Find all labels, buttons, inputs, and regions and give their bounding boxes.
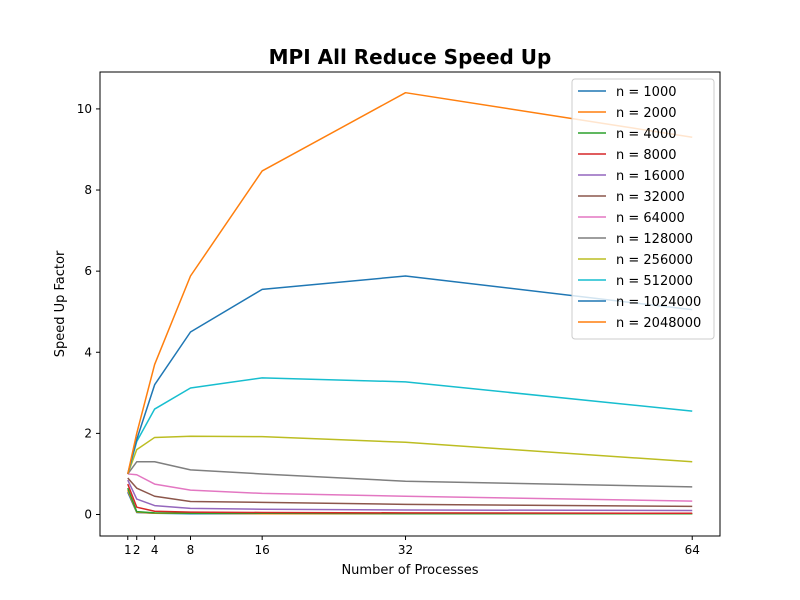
series-line-8 xyxy=(127,461,693,488)
x-tick-label: 8 xyxy=(187,543,195,557)
series-line-12 xyxy=(127,91,693,475)
y-axis-label: Speed Up Factor xyxy=(53,250,68,357)
y-tick-label: 6 xyxy=(84,264,92,278)
series-layer xyxy=(127,91,693,515)
legend-box xyxy=(571,78,715,340)
y-axis: 0 2 4 6 8 10 xyxy=(77,102,100,522)
legend-label: n = 16000 xyxy=(616,169,685,184)
series-line-6 xyxy=(127,477,693,508)
series-line-7 xyxy=(127,473,693,502)
series-line-4 xyxy=(127,483,693,515)
legend-label: n = 2000 xyxy=(616,106,676,121)
y-tick-label: 2 xyxy=(84,426,92,440)
x-tick-label: 32 xyxy=(398,543,413,557)
legend: n = 1000 n = 2000 n = 4000 n = 8000 n = 1600… xyxy=(571,78,715,340)
x-tick-label: 2 xyxy=(133,543,141,557)
series-line-9 xyxy=(127,435,693,475)
y-tick-label: 0 xyxy=(84,508,92,522)
y-tick-label: 8 xyxy=(84,183,92,197)
series-line-3 xyxy=(127,487,693,515)
series-line-10 xyxy=(127,377,693,475)
axes-frame xyxy=(99,71,721,537)
x-axis-label: Number of Processes xyxy=(341,563,478,578)
series-line-11 xyxy=(127,275,693,475)
legend-label: n = 32000 xyxy=(616,190,685,205)
legend-label: n = 2048000 xyxy=(616,316,701,331)
legend-label: n = 256000 xyxy=(616,253,693,268)
x-tick-label: 1 xyxy=(124,543,132,557)
x-tick-label: 64 xyxy=(685,543,700,557)
y-tick-label: 10 xyxy=(77,102,92,116)
series-line-5 xyxy=(127,479,693,512)
legend-label: n = 64000 xyxy=(616,211,685,226)
x-tick-label: 4 xyxy=(151,543,159,557)
legend-label: n = 1024000 xyxy=(616,295,701,310)
plot-area xyxy=(99,71,721,537)
legend-label: n = 4000 xyxy=(616,127,676,142)
legend-label: n = 512000 xyxy=(616,274,693,289)
y-tick-label: 4 xyxy=(84,345,92,359)
legend-label: n = 128000 xyxy=(616,232,693,247)
chart-title: MPI All Reduce Speed Up xyxy=(269,45,552,69)
x-tick-label: 16 xyxy=(255,543,270,557)
legend-label: n = 8000 xyxy=(616,148,676,163)
legend-label: n = 1000 xyxy=(616,85,676,100)
x-axis: 1 2 4 8 16 32 64 xyxy=(124,536,700,557)
